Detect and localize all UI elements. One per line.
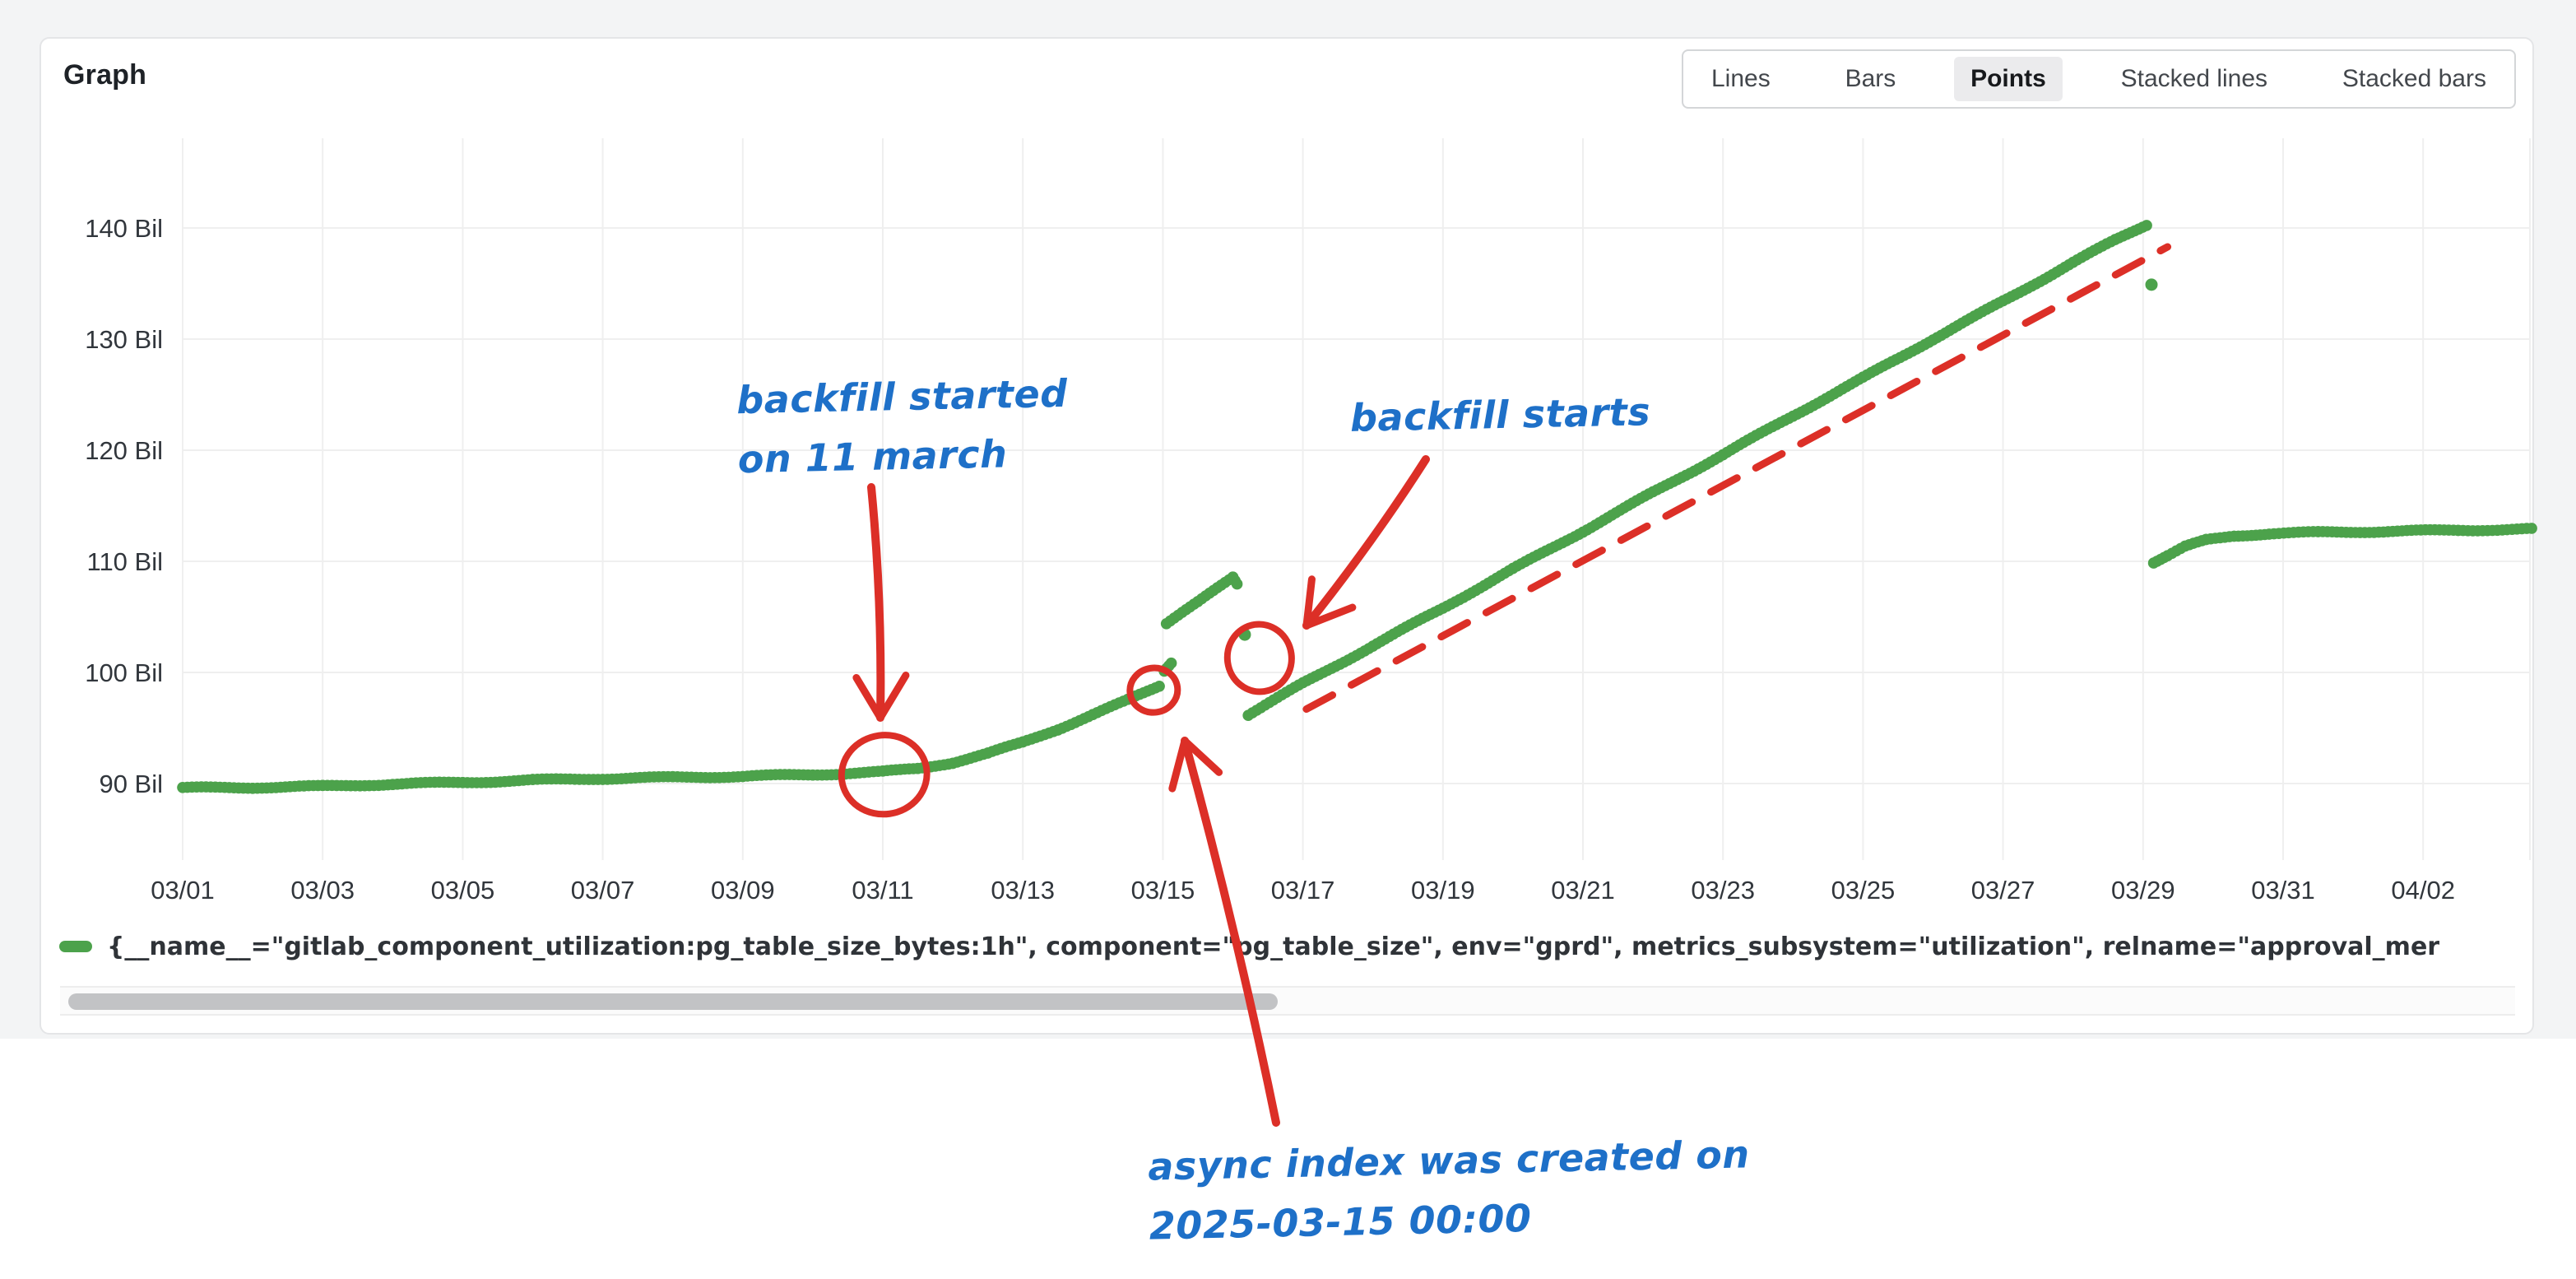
annotation-note-async-index: async index was created on 2025-03-15 00… (1147, 1132, 1751, 1249)
page-title: Graph (63, 59, 147, 91)
tab-stacked-lines[interactable]: Stacked lines (2120, 65, 2268, 92)
graph-type-button-group: Lines Bars Points Stacked lines Stacked … (1682, 49, 2516, 109)
series-legend-label: {__name__="gitlab_component_utilization:… (107, 932, 2440, 961)
tab-lines[interactable]: Lines (1711, 65, 1771, 92)
tab-bars[interactable]: Bars (1845, 65, 1896, 92)
legend-row[interactable]: {__name__="gitlab_component_utilization:… (59, 928, 2519, 965)
tab-stacked-bars[interactable]: Stacked bars (2342, 65, 2486, 92)
graph-panel-card (39, 37, 2534, 1035)
horizontal-scrollbar-track[interactable] (60, 986, 2515, 1016)
horizontal-scrollbar-thumb[interactable] (68, 993, 1278, 1010)
series-color-swatch (59, 941, 92, 952)
tab-points[interactable]: Points (1954, 57, 2063, 101)
